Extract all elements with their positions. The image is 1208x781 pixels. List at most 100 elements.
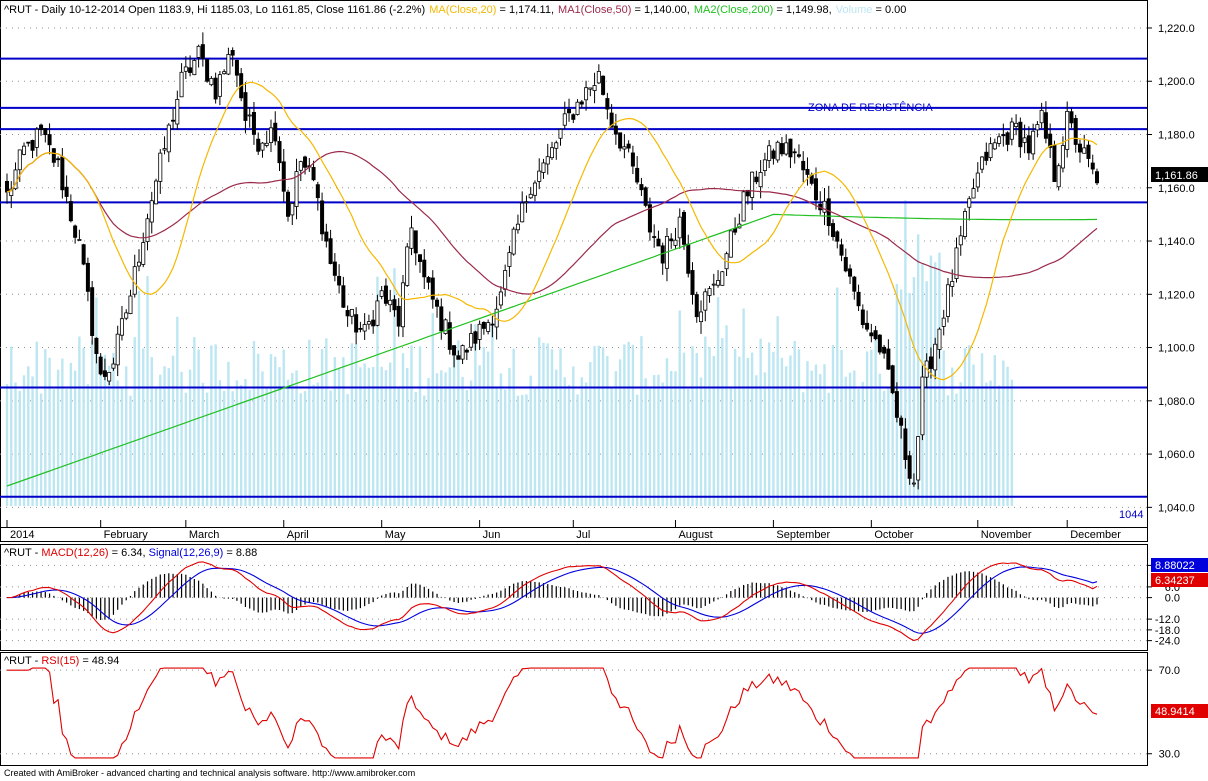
candle-body: [136, 261, 141, 267]
volume-bar: [418, 346, 422, 506]
volume-bar: [546, 343, 549, 506]
volume-bar: [1002, 360, 1005, 506]
candle-body: [933, 343, 938, 371]
candle-body: [673, 239, 678, 246]
volume-bar: [618, 359, 622, 506]
macd-tick-label: -12.0: [1155, 614, 1180, 626]
rsi-badge-bg: [1151, 704, 1208, 718]
candle-body: [447, 322, 452, 350]
volume-bar: [303, 391, 307, 506]
candle-body: [903, 428, 908, 460]
volume-bar: [410, 345, 413, 506]
candle-body: [439, 306, 444, 332]
candle-body: [366, 321, 371, 325]
volume-bar: [371, 366, 375, 506]
volume-bar: [239, 385, 243, 506]
last-price-badge-bg: [1151, 167, 1208, 182]
volume-bar: [112, 352, 115, 506]
volume-bar: [116, 380, 119, 506]
volume-bar: [320, 349, 324, 506]
candle-body: [601, 75, 606, 95]
volume-bar: [282, 349, 285, 506]
volume-bar: [448, 367, 452, 506]
volume-bar: [584, 382, 588, 506]
volume-bar: [772, 351, 775, 506]
volume-bar: [836, 287, 839, 506]
candle-body: [515, 223, 520, 231]
candle-body: [699, 311, 704, 323]
candle-body: [681, 211, 686, 245]
candle-body: [124, 312, 129, 319]
volume-bar: [516, 395, 520, 506]
candle-body: [341, 285, 346, 308]
candle-body: [354, 314, 359, 333]
candle-body: [507, 252, 512, 267]
volume-bar: [589, 361, 592, 506]
month-label: February: [104, 529, 149, 541]
volume-bar: [142, 348, 145, 506]
candle-body: [145, 218, 150, 243]
volume-bar: [814, 364, 818, 506]
candle-body: [192, 60, 197, 76]
candle-body: [588, 87, 593, 90]
macd-line: [6, 561, 1098, 642]
candle-body: [332, 261, 337, 276]
volume-bar: [129, 395, 132, 506]
volume-bar: [597, 345, 601, 506]
price-tick-label: 1,200.0: [1158, 76, 1195, 88]
candle-body: [498, 291, 503, 306]
candle-body: [775, 141, 780, 161]
candle-body: [94, 337, 99, 354]
candle-body: [358, 327, 363, 330]
candle-body: [1005, 132, 1010, 145]
candle-body: [222, 71, 227, 75]
volume-bar: [789, 355, 792, 506]
volume-bar: [231, 391, 234, 506]
candle-body: [762, 159, 767, 171]
volume-bar: [640, 336, 643, 506]
volume-bar: [725, 325, 728, 506]
volume-bar: [125, 366, 128, 506]
volume-bar: [65, 388, 68, 506]
volume-bar: [457, 340, 460, 506]
candle-body: [30, 140, 35, 151]
candle-body: [251, 111, 256, 135]
candle-body: [68, 201, 73, 222]
volume-bar: [776, 316, 779, 506]
month-label: December: [1070, 529, 1121, 541]
volume-bar: [576, 394, 579, 506]
ma50-value: = 1,140.00,: [631, 4, 689, 16]
candle-body: [894, 391, 899, 418]
candle-body: [1090, 162, 1095, 170]
candle-body: [831, 223, 836, 237]
ma20-value: = 1,174.11,: [496, 4, 554, 16]
volume-bar: [823, 364, 826, 506]
candle-body: [967, 198, 972, 208]
volume-bar: [103, 354, 107, 506]
volume-bar: [968, 345, 971, 506]
volume-bar: [635, 394, 639, 506]
candle-body: [388, 299, 393, 306]
candle-body: [418, 254, 423, 262]
candle-body: [813, 178, 818, 201]
horizontal-lines: [0, 57, 1147, 498]
volume-bar: [39, 393, 43, 506]
volume-bar: [657, 374, 660, 506]
candle-body: [532, 182, 537, 196]
candle-body: [873, 330, 878, 340]
rsi-tick-label: 70.0: [1159, 665, 1180, 677]
candle-body: [643, 187, 648, 206]
price-tick-label: 1,160.0: [1158, 183, 1195, 195]
volume-bar: [22, 375, 26, 506]
candle-body: [997, 136, 1002, 144]
volume-bar: [512, 348, 515, 506]
volume-bar: [452, 356, 456, 506]
candle-body: [490, 323, 495, 326]
symbol-info: ^RUT - Daily 10-12-2014 Open 1183.9, Hi …: [4, 4, 425, 16]
price-tick-label: 1,220.0: [1158, 23, 1195, 35]
candle-body: [1095, 171, 1100, 184]
volume-bar: [474, 324, 477, 506]
candle-body: [81, 244, 86, 265]
candle-body: [1056, 165, 1061, 188]
candle-body: [992, 142, 997, 150]
